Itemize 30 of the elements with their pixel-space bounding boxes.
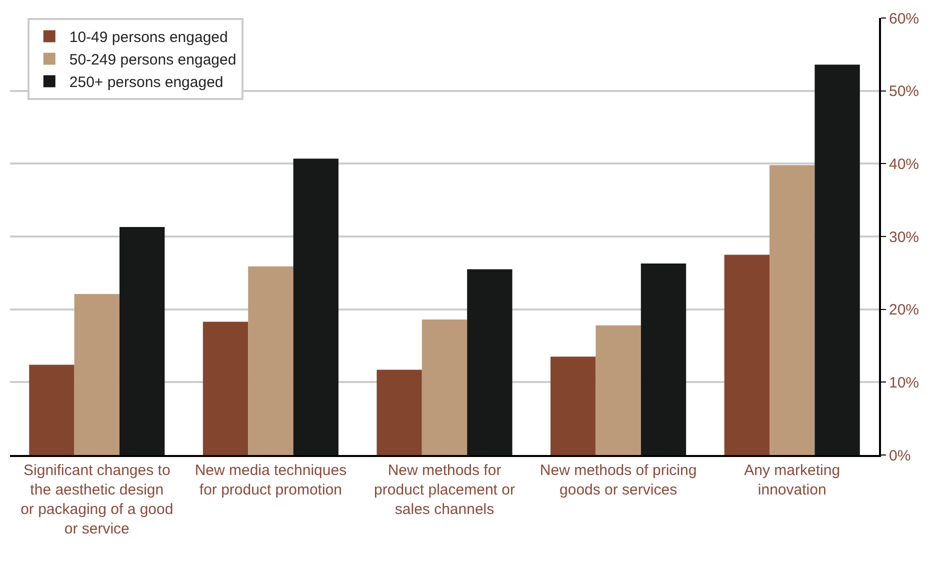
bar [640,263,686,455]
x-tick-label: New methods of pricing goods or services [540,462,697,498]
bar [770,165,815,455]
legend-label: 50-249 persons engaged [69,52,236,69]
bar [596,325,641,455]
bar [74,294,120,455]
bar [202,322,248,455]
y-tick-label: 40% [889,156,920,173]
bar [467,269,512,455]
y-tick-label: 0% [889,447,911,464]
bar [422,320,468,455]
x-tick-label: New media techniques for product promotion [194,462,347,498]
y-tick-label: 20% [889,302,920,319]
x-tick-label: New methods for product placement or sales channels [374,462,515,518]
bar [376,370,422,455]
y-tick-label: 60% [889,10,920,28]
x-tick-label: Significant changes to the aesthetic design or packaging of a good or service [20,462,174,538]
bar [724,254,770,455]
x-tick-label: Any marketing innovation [744,462,840,498]
y-tick-label: 50% [889,83,920,100]
legend-label: 10-49 persons engaged [69,29,228,46]
bar [29,364,74,455]
bar [248,266,294,455]
bar [293,158,338,455]
y-tick-label: 30% [889,228,920,246]
bar [814,64,860,455]
bar [119,227,165,455]
legend-label: 250+ persons engaged [69,74,224,92]
y-tick-label: 10% [889,374,920,392]
bar [550,356,596,455]
